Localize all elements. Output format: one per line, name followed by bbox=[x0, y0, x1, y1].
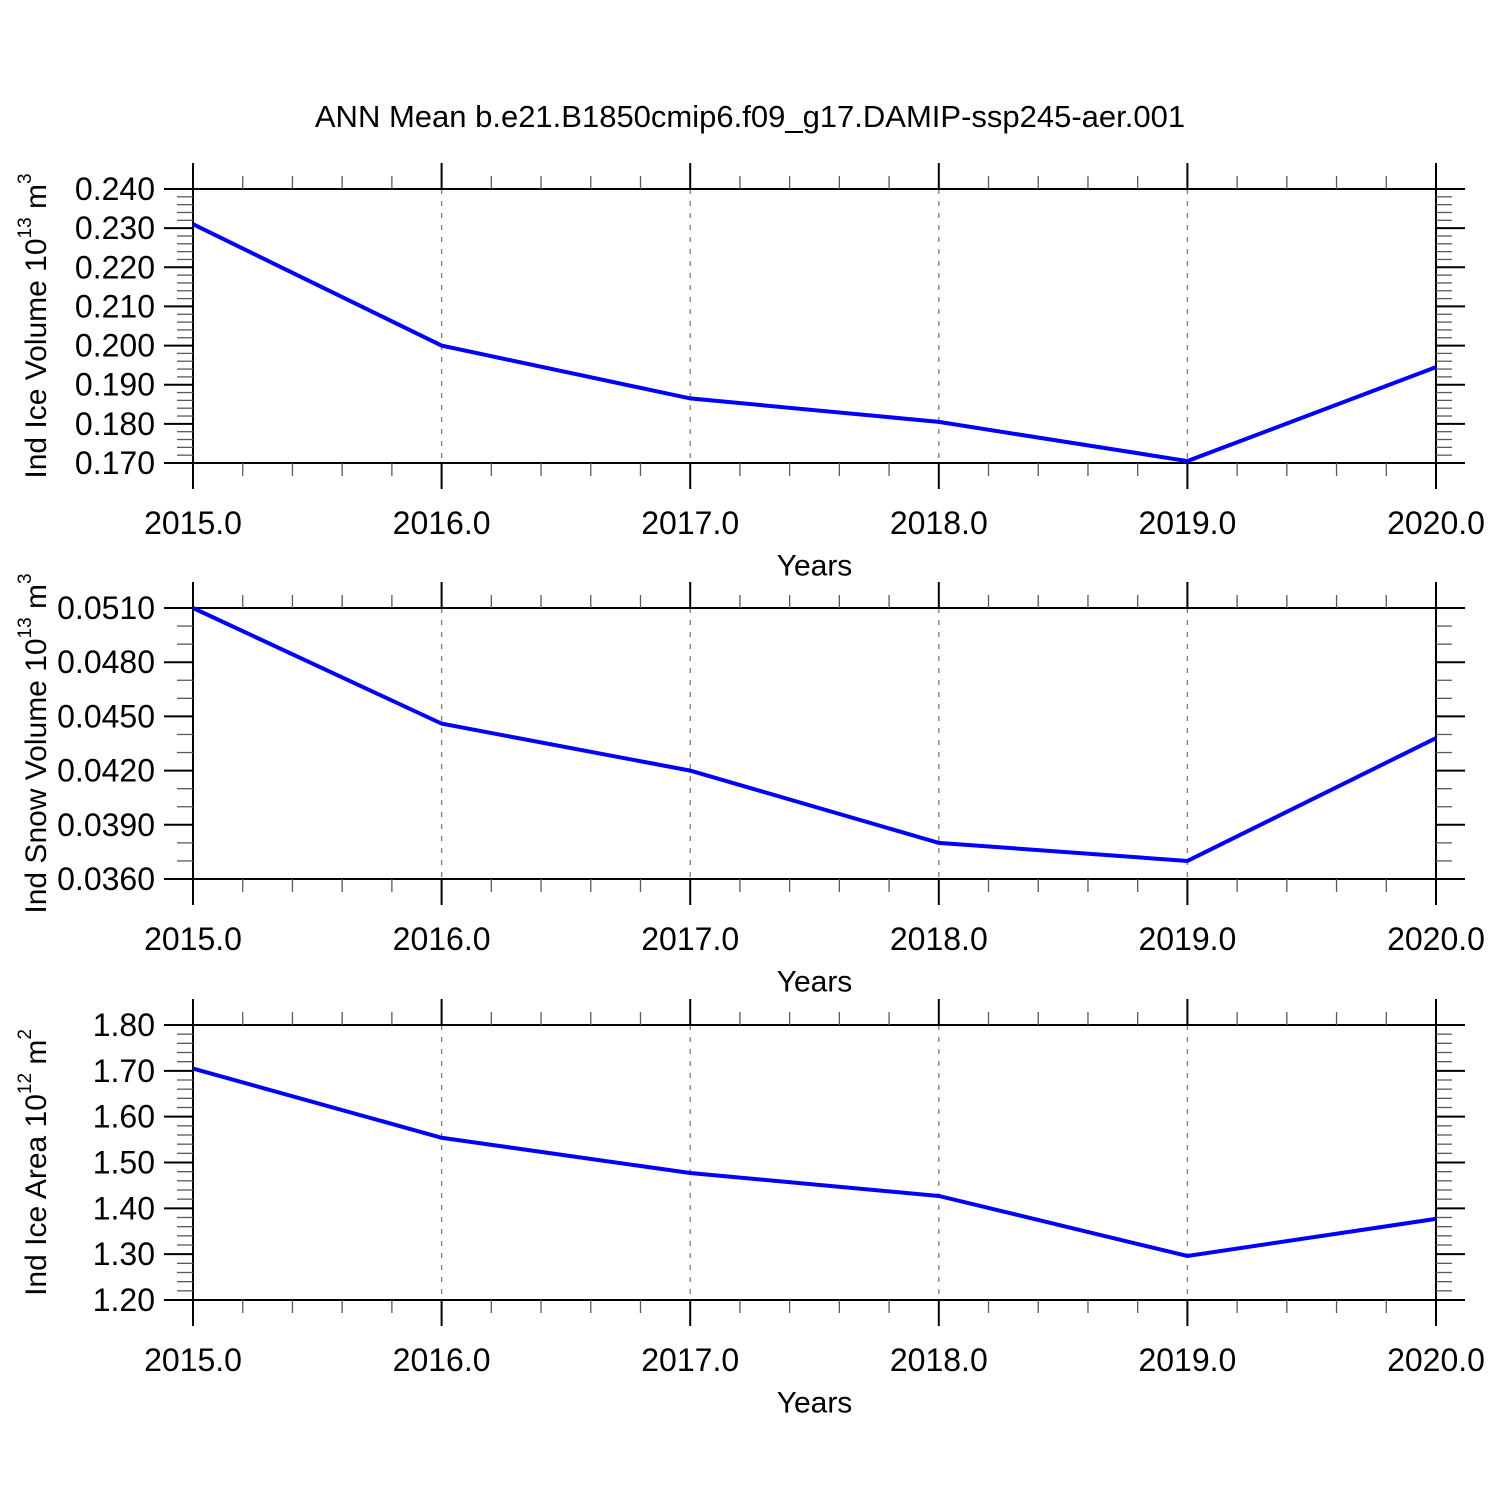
x-tick-label: 2015.0 bbox=[144, 921, 242, 957]
y-tick-label: 0.0480 bbox=[57, 644, 155, 680]
x-axis-title: Years bbox=[777, 966, 853, 999]
x-tick-label: 2015.0 bbox=[144, 1342, 242, 1378]
plot-border bbox=[192, 607, 1437, 880]
y-tick-label: 1.30 bbox=[93, 1236, 155, 1272]
series-line-ice-area bbox=[192, 1066, 1437, 1259]
x-tick-label: 2016.0 bbox=[393, 505, 491, 541]
panel-snow-volume: 0.0360 0.0390 0.0420 0.0450 0.0480 0.0510 2015… bbox=[15, 573, 1485, 998]
y-tick-label: 0.0420 bbox=[57, 753, 155, 789]
series-line-ice-volume bbox=[192, 222, 1437, 464]
x-tick-label: 2019.0 bbox=[1138, 921, 1236, 957]
y-tick-label: 0.230 bbox=[75, 210, 155, 246]
x-tick-label: 2018.0 bbox=[890, 1342, 988, 1378]
y-tick-label: 1.20 bbox=[93, 1282, 155, 1318]
y-tick-label: 0.0360 bbox=[57, 861, 155, 897]
y-tick-label: 1.40 bbox=[93, 1190, 155, 1226]
x-tick-label: 2017.0 bbox=[641, 1342, 739, 1378]
plot-border bbox=[192, 1024, 1437, 1301]
y-axis-title: Ind Ice Area 1012 m2 bbox=[15, 1029, 53, 1296]
y-tick-label: 0.180 bbox=[75, 406, 155, 442]
chart-title: ANN Mean b.e21.B1850cmip6.f09_g17.DAMIP-… bbox=[314, 99, 1186, 134]
y-tick-label: 0.0450 bbox=[57, 698, 155, 734]
y-axis-title: Ind Snow Volume 1013 m3 bbox=[15, 573, 53, 913]
y-tick-label: 0.240 bbox=[75, 171, 155, 207]
x-tick-label: 2016.0 bbox=[393, 921, 491, 957]
y-tick-label: 1.80 bbox=[93, 1007, 155, 1043]
series-line-snow-volume bbox=[192, 606, 1437, 863]
y-axis-title: Ind Ice Volume 1013 m3 bbox=[15, 173, 53, 478]
y-tick-label: 1.70 bbox=[93, 1053, 155, 1089]
y-tick-label: 1.60 bbox=[93, 1099, 155, 1135]
x-tick-label: 2020.0 bbox=[1387, 921, 1485, 957]
y-tick-label: 0.0510 bbox=[57, 590, 155, 626]
x-tick-label: 2019.0 bbox=[1138, 1342, 1236, 1378]
y-tick-label: 0.200 bbox=[75, 328, 155, 364]
x-tick-label: 2017.0 bbox=[641, 505, 739, 541]
x-tick-label: 2018.0 bbox=[890, 505, 988, 541]
x-tick-label: 2020.0 bbox=[1387, 505, 1485, 541]
y-tick-label: 0.220 bbox=[75, 249, 155, 285]
x-tick-label: 2015.0 bbox=[144, 505, 242, 541]
x-axis-title: Years bbox=[777, 1387, 853, 1420]
plot-border bbox=[192, 188, 1437, 464]
x-tick-label: 2020.0 bbox=[1387, 1342, 1485, 1378]
x-tick-label: 2017.0 bbox=[641, 921, 739, 957]
x-axis-title: Years bbox=[777, 550, 853, 583]
y-tick-label: 0.210 bbox=[75, 288, 155, 324]
x-tick-label: 2018.0 bbox=[890, 921, 988, 957]
panel-ice-area: 1.20 1.30 1.40 1.50 1.60 1.70 1.80 2015.0 2016.0… bbox=[15, 999, 1485, 1420]
x-tick-label: 2016.0 bbox=[393, 1342, 491, 1378]
y-tick-label: 1.50 bbox=[93, 1145, 155, 1181]
y-tick-label: 0.190 bbox=[75, 367, 155, 403]
x-tick-label: 2019.0 bbox=[1138, 505, 1236, 541]
y-tick-label: 0.170 bbox=[75, 445, 155, 481]
y-tick-label: 0.0390 bbox=[57, 807, 155, 843]
